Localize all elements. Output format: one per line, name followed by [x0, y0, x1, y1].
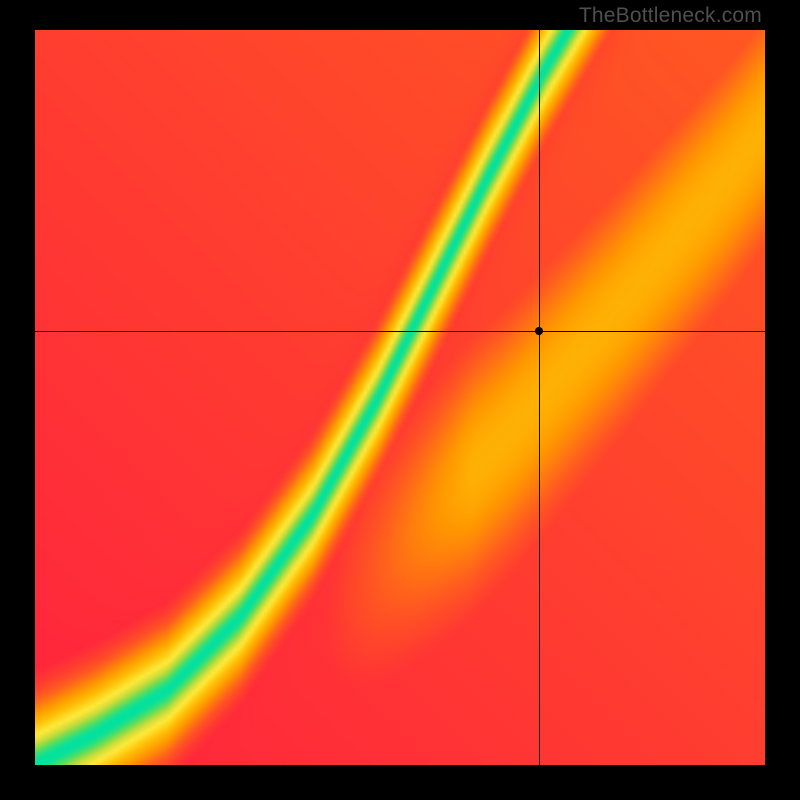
heatmap-canvas	[35, 30, 765, 765]
watermark-text: TheBottleneck.com	[579, 4, 762, 28]
heatmap-plot	[35, 30, 765, 765]
crosshair-horizontal	[35, 331, 765, 332]
crosshair-marker	[535, 327, 543, 335]
crosshair-vertical	[539, 30, 540, 765]
